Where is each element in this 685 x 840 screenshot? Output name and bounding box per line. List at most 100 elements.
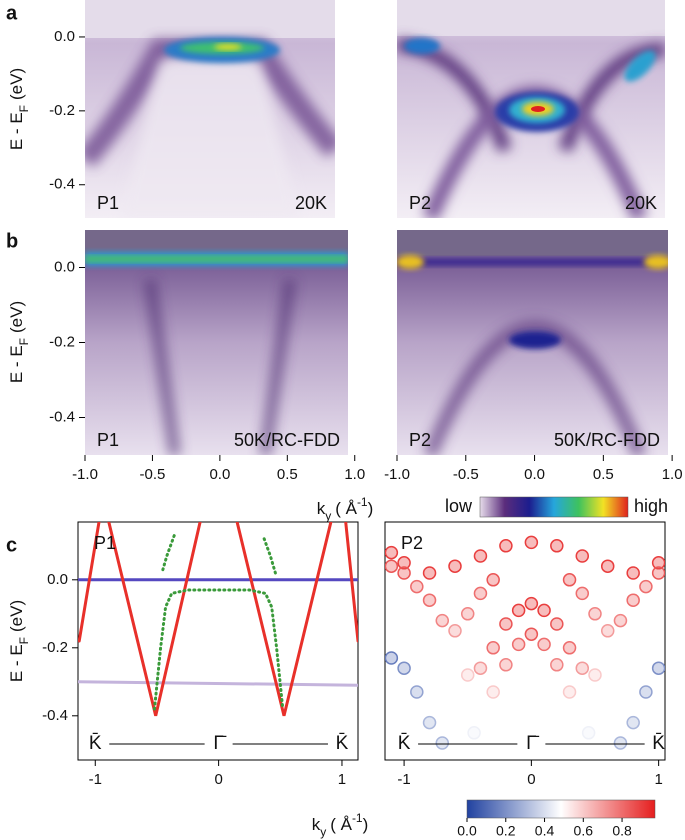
band-point <box>537 637 551 652</box>
band-point <box>397 556 411 570</box>
band-point <box>473 549 488 563</box>
band-point <box>486 573 500 587</box>
band-point <box>473 586 488 601</box>
band-point <box>626 593 640 607</box>
colorbar <box>466 799 656 819</box>
panel-letter: a <box>6 2 18 24</box>
x-tick-label: -0.5 <box>140 466 166 483</box>
label-sup: -1 <box>352 811 363 825</box>
colorbar-label: low <box>445 496 473 516</box>
band-point <box>588 668 602 682</box>
symmetry-point: Γ̄ <box>213 733 226 754</box>
band-point <box>562 641 577 655</box>
band-point <box>499 539 513 553</box>
band-point <box>537 603 551 618</box>
y-tick-label: -0.2 <box>49 102 75 119</box>
label-sub: F <box>17 637 31 644</box>
y-tick-label: 0.0 <box>47 571 68 588</box>
panel-label: P1 <box>94 533 116 553</box>
arpes-image <box>397 0 665 218</box>
band-point <box>626 566 640 580</box>
label-sub: F <box>17 338 31 345</box>
band-point <box>575 549 590 563</box>
band-point <box>613 736 628 750</box>
y-tick-label: 0.0 <box>54 258 75 275</box>
symmetry-point: Γ̄ <box>526 733 539 754</box>
band-point <box>397 566 411 580</box>
label-sub: F <box>17 105 31 112</box>
x-tick-label: 0.0 <box>524 466 545 483</box>
x-tick-label: -1.0 <box>72 466 98 483</box>
x-tick-label: 0.5 <box>277 466 298 483</box>
band-point <box>486 685 500 699</box>
x-tick-label: 1.0 <box>344 466 365 483</box>
panel-label: P2 <box>409 430 431 450</box>
band-line <box>153 534 285 711</box>
band-point <box>385 651 399 665</box>
colorbar-tick-label: 0.2 <box>496 823 516 839</box>
label-part: (eV) <box>7 600 26 632</box>
y-axis-label: E - EF (eV) <box>7 600 31 682</box>
label-sub: y <box>325 509 331 523</box>
band-point <box>410 579 424 594</box>
band-point <box>385 545 399 560</box>
label-part: ) <box>368 499 374 518</box>
x-axis-label: ky ( Å-1) <box>312 811 369 839</box>
label-part: ) <box>363 815 369 834</box>
band-point <box>435 736 450 750</box>
panel-letter: b <box>6 230 18 252</box>
band-point <box>575 661 590 675</box>
band-point <box>524 596 539 611</box>
plot-content <box>385 535 665 750</box>
x-tick-label: 0 <box>527 771 535 788</box>
label-sup: -1 <box>357 495 368 509</box>
x-tick-label: -0.5 <box>453 466 479 483</box>
band-point <box>562 685 577 699</box>
band-line <box>78 522 358 717</box>
arpes-image <box>85 230 348 455</box>
band-point <box>550 617 564 631</box>
label-part: ( Å <box>330 815 352 834</box>
colorbar <box>479 496 629 518</box>
band-point <box>473 661 488 675</box>
panel-label: 50K/RC-FDD <box>554 430 660 450</box>
colorbar-tick-label: 0.6 <box>574 823 594 839</box>
band-point <box>524 627 539 641</box>
panel-letter: c <box>6 534 17 556</box>
symmetry-point: K̄ <box>398 733 411 754</box>
band-point <box>651 556 665 570</box>
band-point <box>511 603 526 618</box>
band-point <box>524 535 539 550</box>
band-point <box>511 637 526 652</box>
panel-label: P1 <box>97 193 119 213</box>
arpes-image <box>397 230 668 455</box>
label-part: E - E <box>7 112 26 150</box>
band-point <box>460 668 475 682</box>
panel-label: 20K <box>295 193 327 213</box>
y-tick-label: 0.0 <box>54 28 75 45</box>
band-point <box>422 715 437 730</box>
band-line <box>78 680 358 687</box>
y-axis-label: E - EF (eV) <box>7 301 31 383</box>
band-point <box>613 613 628 628</box>
symmetry-point: K̄ <box>652 733 665 754</box>
band-point <box>448 559 462 573</box>
colorbar-label: high <box>634 496 668 516</box>
x-tick-label: 0 <box>214 771 222 788</box>
band-point <box>397 661 411 675</box>
plot-frame <box>77 521 359 761</box>
band-point <box>600 624 615 638</box>
panel-label: 50K/RC-FDD <box>234 430 340 450</box>
y-tick-label: -0.2 <box>49 333 75 350</box>
label-sub: y <box>320 825 326 839</box>
arpes-image <box>85 0 335 218</box>
symmetry-point: K̄ <box>336 733 349 754</box>
band-point <box>499 658 513 672</box>
x-tick-label: -1 <box>397 771 410 788</box>
band-point <box>550 658 564 672</box>
band-point <box>422 593 437 607</box>
panel-label: P2 <box>409 193 431 213</box>
colorbar-tick-label: 0.0 <box>457 823 477 839</box>
plot-content <box>78 522 358 717</box>
